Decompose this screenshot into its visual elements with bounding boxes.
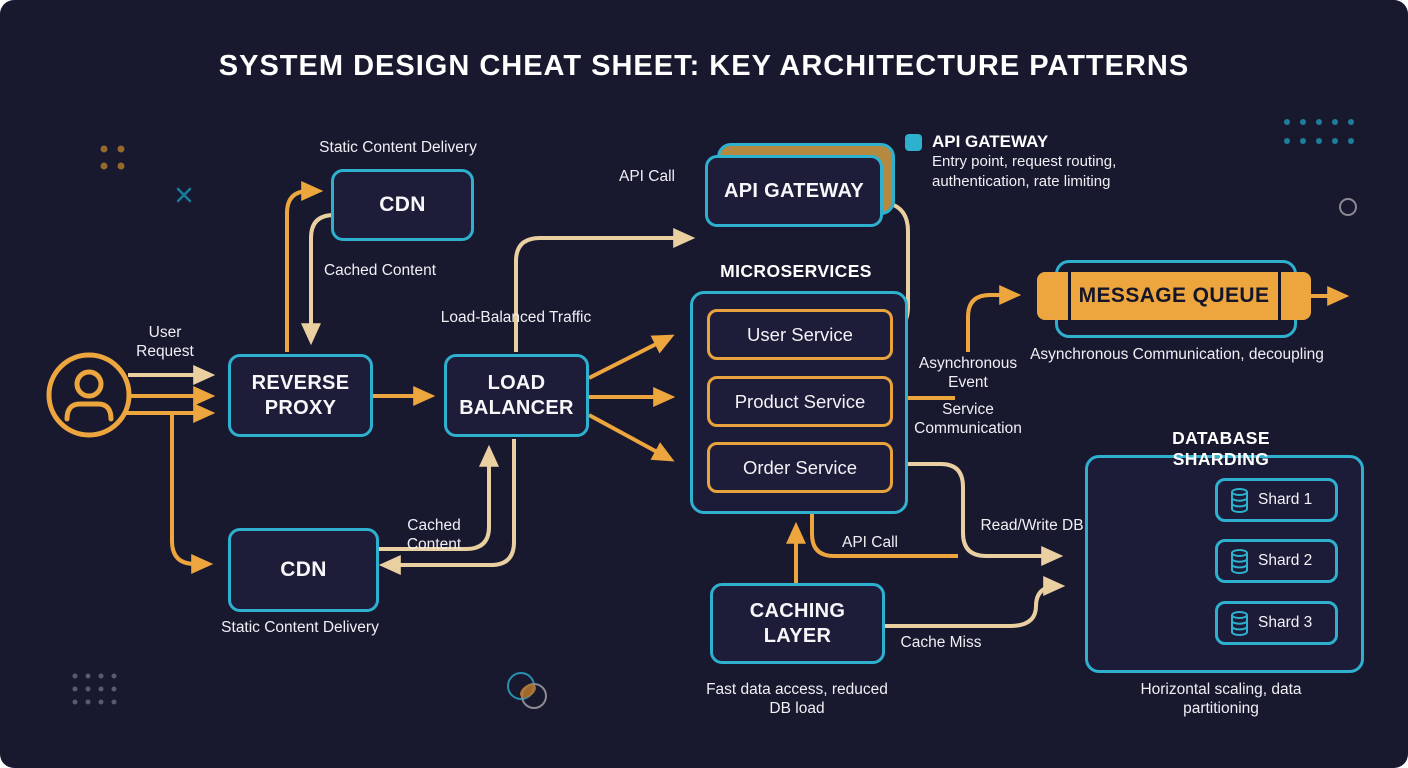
message-queue-label: MESSAGE QUEUE (1078, 284, 1270, 307)
caption-read-write-db: Read/Write DB (980, 517, 1084, 534)
page-title: SYSTEM DESIGN CHEAT SHEET: KEY ARCHITECT… (218, 50, 1190, 82)
user-icon (46, 352, 132, 438)
caption-caching-layer: Fast data access, reduced DB load (706, 681, 888, 717)
decor-circles-bottom-center (507, 672, 547, 709)
arrow-async-event-to-queue (966, 285, 1022, 352)
node-caching-layer: CACHING LAYER (710, 583, 885, 664)
queue-divider-left (1068, 272, 1071, 320)
caption-message-queue: Asynchronous Communication, decoupling (1030, 346, 1324, 363)
service-order: Order Service (707, 442, 893, 493)
queue-divider-right (1278, 272, 1281, 320)
order-service-label: Order Service (742, 456, 858, 478)
caption-cached-content-top: Cached Content (323, 262, 437, 279)
node-message-queue: MESSAGE QUEUE (1037, 272, 1311, 320)
caption-static-content-top: Static Content Delivery (319, 139, 477, 156)
cdn-bottom-label: CDN (280, 558, 327, 581)
shard-3: Shard 3 (1215, 601, 1338, 645)
shard-1: Shard 1 (1215, 478, 1338, 522)
decor-dots-top-right (1284, 119, 1354, 144)
arrow-cdn-bottom-to-lb (372, 444, 499, 551)
database-sharding-title: DATABASE SHARDING (1172, 428, 1270, 469)
decor-dots-top-left (100, 145, 125, 170)
arrow-user-to-cdn-bottom (170, 413, 214, 574)
shard-db-icon (1231, 610, 1248, 636)
cdn-top-label: CDN (379, 193, 426, 216)
user-service-label: User Service (747, 323, 853, 345)
caption-asynchronous-event: Asynchronous Event (918, 355, 1018, 391)
service-product: Product Service (707, 376, 893, 427)
arrow-readwrite-db (887, 462, 1064, 566)
reverse-proxy-label: REVERSE PROXY (251, 371, 350, 419)
product-service-label: Product Service (734, 390, 866, 412)
microservices-title: MICROSERVICES (720, 261, 872, 281)
caption-database-sharding: Horizontal scaling, data partitioning (1140, 681, 1302, 717)
node-api-gateway: API GATEWAY (705, 155, 883, 227)
caption-api-call-top: API Call (619, 168, 675, 185)
arrow-loadbalancer-to-gateway (514, 228, 696, 352)
decor-sparkle-x (176, 187, 192, 203)
node-cdn-bottom: CDN (228, 528, 379, 612)
caching-layer-label: CACHING LAYER (749, 599, 846, 647)
caption-cached-content-bottom: Cached Content (406, 517, 462, 553)
arrow-cache-miss (885, 576, 1066, 628)
arrow-cdn-top-to-proxy (301, 213, 335, 346)
legend-description: Entry point, request routing, authentica… (932, 153, 1117, 190)
node-cdn-top: CDN (331, 169, 474, 241)
caption-api-call-bottom: API Call (842, 534, 898, 551)
service-user: User Service (707, 309, 893, 360)
decor-circle-right (1339, 198, 1357, 216)
load-balancer-label: LOAD BALANCER (459, 371, 574, 419)
arrow-lb-to-cdn-bottom (378, 439, 516, 575)
legend-swatch (905, 134, 922, 151)
node-reverse-proxy: REVERSE PROXY (228, 354, 373, 437)
node-load-balancer: LOAD BALANCER (444, 354, 589, 437)
caption-user-request: User Request (136, 324, 194, 360)
api-gateway-label: API GATEWAY (724, 179, 864, 202)
shard-db-icon (1231, 548, 1248, 574)
line-api-call-to-db (810, 508, 958, 558)
shard-2-label: Shard 2 (1258, 552, 1313, 569)
shard-1-label: Shard 1 (1258, 491, 1313, 508)
caption-static-content-bottom: Static Content Delivery (221, 619, 379, 636)
decor-dots-bottom-left (72, 673, 117, 705)
arrow-lb-to-user-service (588, 334, 675, 380)
arrow-proxy-to-cdn-top (285, 181, 324, 352)
caption-load-balanced-traffic: Load-Balanced Traffic (440, 309, 592, 326)
legend-title: API GATEWAY (932, 132, 1049, 151)
shard-db-icon (1231, 487, 1248, 513)
shard-2: Shard 2 (1215, 539, 1338, 583)
caption-service-communication: Service Communication (914, 401, 1022, 437)
shard-3-label: Shard 3 (1258, 614, 1313, 631)
arrow-lb-to-order-service (588, 413, 675, 462)
caption-cache-miss: Cache Miss (900, 634, 982, 651)
